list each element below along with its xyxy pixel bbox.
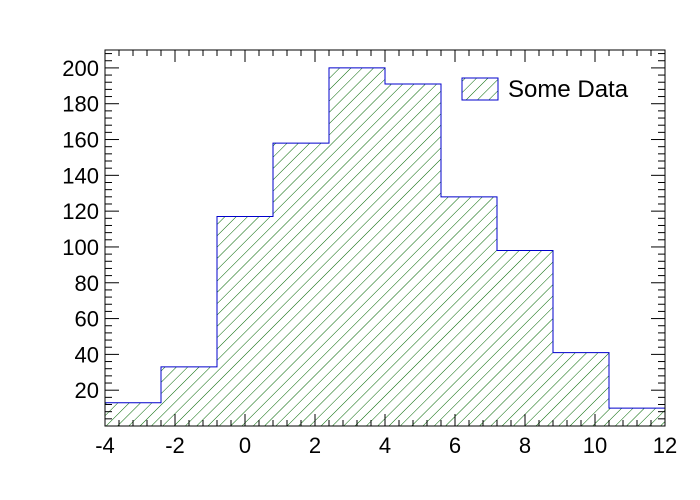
legend: Some Data — [461, 76, 629, 103]
y-tick-label: 140 — [62, 163, 99, 188]
y-tick-label: 60 — [75, 307, 99, 332]
histogram-bar — [161, 366, 217, 426]
x-tick-label: 0 — [239, 433, 251, 458]
histogram-bars — [105, 67, 665, 427]
x-tick-label: 6 — [449, 433, 461, 458]
y-tick-label: 100 — [62, 235, 99, 260]
y-tick-label: 120 — [62, 199, 99, 224]
y-tick-label: 80 — [75, 271, 99, 296]
histogram-bar — [217, 216, 273, 426]
histogram-bar — [497, 250, 553, 426]
y-tick-label: 160 — [62, 128, 99, 153]
y-tick-label: 40 — [75, 342, 99, 367]
histogram-bar — [273, 143, 329, 426]
histogram-bar — [441, 196, 497, 426]
x-tick-label: 4 — [379, 433, 391, 458]
y-tick-label: 20 — [75, 378, 99, 403]
legend-label: Some Data — [508, 76, 629, 103]
y-tick-labels: 20 40 60 80 100 120 140 160 180 200 — [62, 56, 99, 403]
histogram-bar — [385, 84, 441, 427]
legend-swatch — [461, 77, 499, 101]
x-tick-label: 8 — [519, 433, 531, 458]
histogram-bar — [329, 67, 385, 427]
x-tick-label: 12 — [653, 433, 677, 458]
x-tick-label: -4 — [95, 433, 115, 458]
x-tick-label: 10 — [583, 433, 607, 458]
axis-ticks — [104, 50, 666, 427]
y-tick-label: 180 — [62, 92, 99, 117]
x-tick-labels: -4 -2 0 2 4 6 8 10 12 — [95, 433, 677, 458]
histogram-outline — [104, 67, 666, 426]
histogram-bar — [553, 352, 609, 426]
x-tick-label: -2 — [165, 433, 185, 458]
y-tick-label: 200 — [62, 56, 99, 81]
x-tick-label: 2 — [309, 433, 321, 458]
